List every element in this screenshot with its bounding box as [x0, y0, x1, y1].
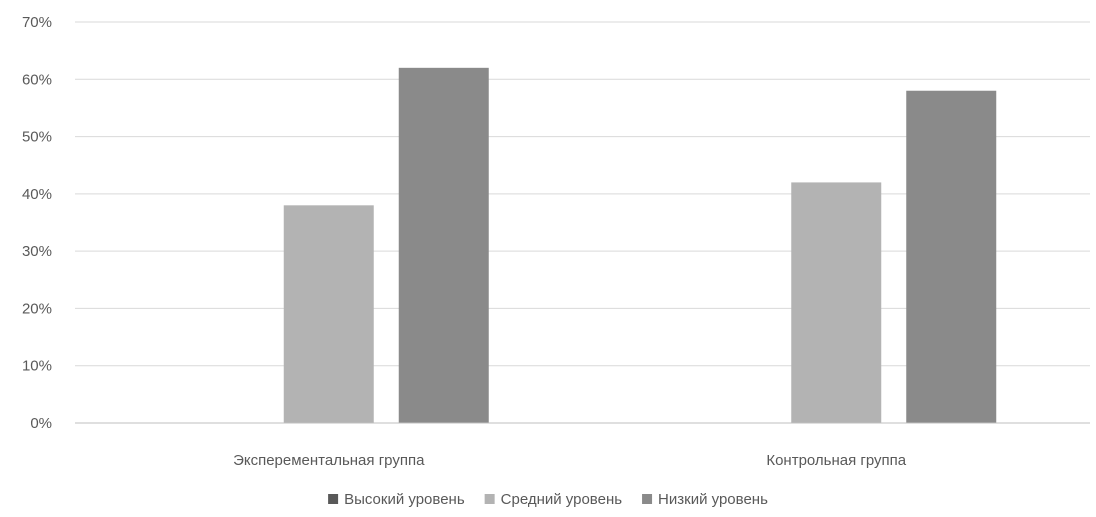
- y-tick-label: 20%: [22, 300, 52, 317]
- y-tick-label: 0%: [30, 415, 52, 432]
- category-labels: Эксперементальная группа Контрольная груп…: [233, 452, 907, 469]
- category-label: Эксперементальная группа: [233, 452, 425, 469]
- y-tick-label: 40%: [22, 186, 52, 203]
- bar-3-category-2: [906, 90, 997, 423]
- legend-label: Низкий уровень: [658, 491, 768, 508]
- legend-item: Высокий уровень: [328, 491, 465, 508]
- legend-swatch: [642, 494, 653, 504]
- y-tick-label: 70%: [22, 14, 52, 31]
- bars: [283, 67, 997, 423]
- bar-2-category-1: [283, 205, 374, 423]
- gridlines: [75, 21, 1090, 367]
- y-axis-tick-labels: 0% 10% 20% 30% 40% 50% 60% 70%: [22, 14, 52, 432]
- y-tick-label: 10%: [22, 358, 52, 375]
- legend-label: Средний уровень: [501, 491, 623, 508]
- legend-label: Высокий уровень: [344, 491, 465, 508]
- legend-item: Низкий уровень: [642, 491, 768, 508]
- y-tick-label: 30%: [22, 243, 52, 260]
- legend-swatch: [328, 494, 339, 504]
- y-tick-label: 60%: [22, 71, 52, 88]
- legend-swatch: [484, 494, 495, 504]
- bar-3-category-1: [398, 67, 489, 423]
- bar-2-category-2: [791, 182, 882, 423]
- y-tick-label: 50%: [22, 129, 52, 146]
- legend-item: Средний уровень: [484, 491, 623, 508]
- category-label: Контрольная группа: [766, 452, 906, 469]
- legend: Высокий уровень Средний уровень Низкий уро…: [328, 491, 768, 508]
